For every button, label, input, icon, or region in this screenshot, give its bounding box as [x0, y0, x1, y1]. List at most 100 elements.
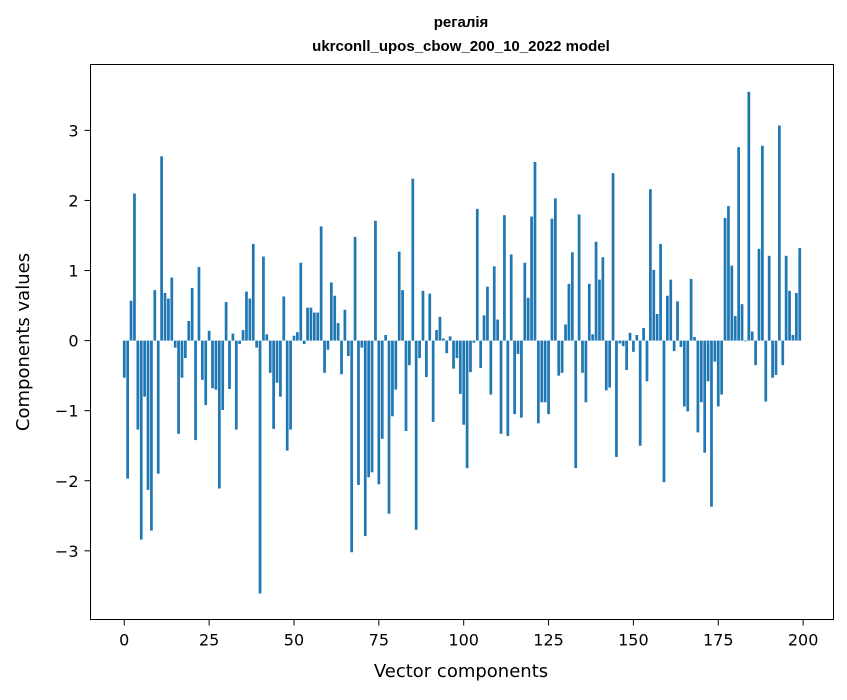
- bar-component-106: [482, 315, 486, 341]
- bar-component-79: [391, 340, 394, 417]
- bar-component-161: [669, 279, 673, 341]
- bar-component-28: [217, 340, 221, 489]
- bar-component-131: [567, 283, 571, 341]
- bar-component-129: [560, 340, 564, 373]
- bar-component-176: [720, 340, 724, 395]
- bar-component-163: [676, 301, 679, 341]
- bar-component-68: [353, 236, 357, 341]
- bar-component-87: [418, 340, 421, 359]
- bar-component-164: [679, 340, 683, 347]
- bar-component-169: [696, 340, 700, 433]
- y-tick-label: 3: [68, 121, 78, 140]
- bar-component-179: [730, 265, 734, 341]
- bar-component-124: [543, 340, 547, 403]
- bar-component-44: [272, 340, 275, 429]
- bar-component-195: [784, 255, 788, 341]
- bar-component-185: [750, 331, 754, 341]
- bar-component-21: [194, 340, 197, 441]
- bar-component-103: [472, 340, 476, 343]
- bar-component-187: [757, 248, 761, 341]
- bar-component-152: [638, 340, 642, 446]
- bar-component-18: [184, 340, 187, 359]
- bar-component-135: [581, 340, 584, 373]
- bar-component-54: [306, 307, 309, 341]
- bar-component-143: [608, 340, 612, 388]
- bar-component-189: [764, 340, 768, 402]
- bar-component-150: [632, 340, 635, 352]
- bar-component-165: [682, 340, 686, 407]
- bar-component-34: [238, 340, 242, 345]
- bar-component-40: [258, 340, 262, 594]
- bar-component-156: [652, 269, 656, 341]
- bar-component-113: [506, 340, 510, 436]
- bar-component-162: [672, 340, 676, 352]
- bar-component-89: [425, 340, 428, 378]
- bar-component-182: [740, 304, 744, 341]
- bar-component-37: [248, 298, 252, 341]
- bar-component-52: [299, 262, 303, 341]
- bar-component-23: [200, 340, 204, 380]
- bar-component-30: [224, 302, 228, 341]
- bar-component-192: [774, 340, 778, 375]
- chart-title-line-1: регалія: [434, 14, 489, 31]
- bar-component-94: [441, 338, 445, 341]
- bar-component-194: [781, 340, 785, 366]
- bar-component-88: [421, 290, 425, 341]
- bar-component-121: [533, 161, 537, 341]
- bar-component-110: [496, 319, 499, 341]
- bar-component-64: [340, 340, 343, 375]
- bar-component-140: [598, 279, 601, 341]
- bar-component-157: [655, 313, 659, 341]
- bar-component-111: [499, 340, 503, 434]
- bar-component-3: [133, 193, 136, 341]
- bar-component-148: [625, 340, 628, 371]
- bar-component-83: [404, 340, 408, 431]
- bar-component-174: [713, 340, 717, 362]
- x-tick-label: 150: [618, 631, 649, 650]
- bar-component-57: [316, 312, 320, 341]
- bar-component-55: [309, 307, 313, 341]
- bar-component-82: [401, 290, 404, 341]
- bar-component-147: [621, 340, 625, 347]
- bar-component-95: [445, 340, 449, 354]
- bar-component-1: [126, 340, 130, 479]
- bar-component-118: [523, 262, 527, 341]
- bar-component-122: [537, 340, 540, 424]
- bar-component-171: [703, 340, 707, 453]
- bar-component-63: [336, 323, 340, 341]
- x-axis-ticks: 0 25 50 75 100 125 150 175 200: [119, 619, 819, 650]
- bar-component-61: [329, 282, 333, 341]
- bar-component-133: [574, 340, 578, 469]
- y-tick-label: 2: [68, 191, 78, 210]
- bar-component-56: [312, 312, 316, 341]
- bar-component-60: [326, 340, 330, 350]
- bar-component-198: [794, 292, 798, 341]
- bar-component-160: [665, 295, 669, 341]
- bar-component-81: [397, 251, 401, 341]
- bar-component-132: [570, 252, 574, 341]
- bar-component-58: [319, 226, 323, 341]
- bar-component-76: [380, 340, 384, 439]
- x-tick-label: 200: [788, 631, 819, 650]
- bar-component-5: [139, 340, 143, 540]
- bar-component-75: [377, 340, 381, 485]
- bar-component-51: [296, 332, 299, 341]
- bar-component-184: [747, 91, 751, 341]
- bar-component-117: [520, 340, 523, 418]
- bar-component-123: [540, 340, 544, 403]
- x-tick-label: 125: [533, 631, 564, 650]
- bar-component-115: [513, 340, 516, 415]
- bar-component-72: [367, 340, 371, 478]
- x-tick-label: 100: [448, 631, 479, 650]
- bar-component-97: [452, 340, 455, 369]
- bar-component-35: [241, 330, 245, 341]
- bar-component-7: [146, 340, 150, 490]
- bar-component-102: [469, 340, 472, 373]
- bar-component-127: [553, 198, 557, 341]
- bar-component-62: [333, 295, 337, 341]
- bar-component-24: [204, 340, 208, 406]
- bar-component-71: [363, 340, 367, 537]
- bar-component-144: [611, 173, 615, 341]
- bar-component-151: [635, 334, 639, 341]
- bar-component-149: [628, 332, 632, 341]
